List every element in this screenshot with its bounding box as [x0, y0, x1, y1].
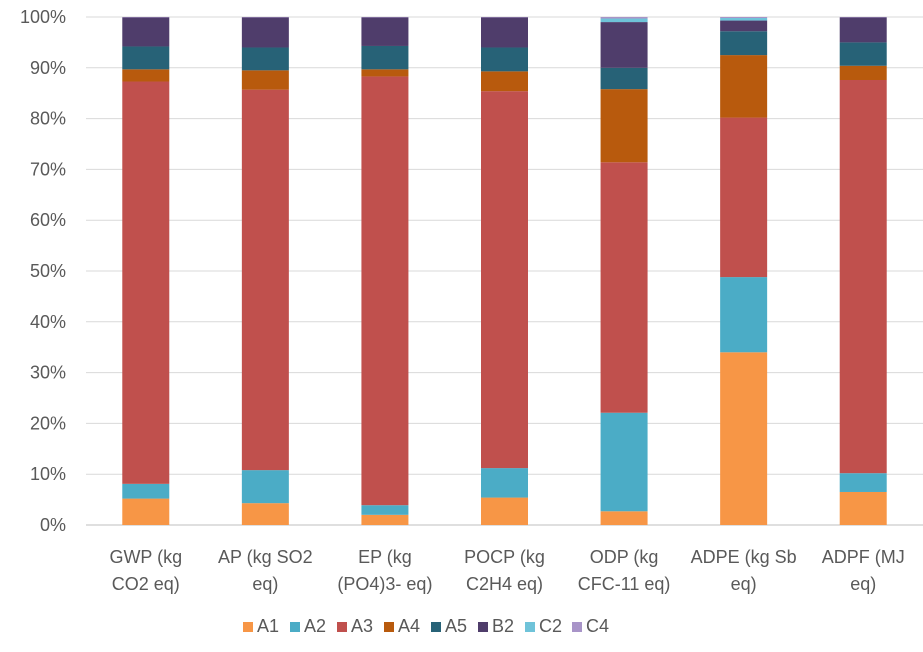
x-category-label: POCP (kg	[464, 547, 545, 567]
bar-segment-a1	[481, 497, 528, 525]
bar-segment-c2	[720, 18, 768, 21]
y-tick-label: 80%	[30, 109, 66, 129]
bar-segment-a2	[839, 473, 887, 492]
legend-label: B2	[492, 616, 514, 636]
bar-segment-a5	[600, 67, 648, 90]
bar-segment-a4	[241, 70, 289, 90]
bar-segment-a3	[839, 79, 887, 474]
x-category-label: eq)	[252, 574, 278, 594]
legend-swatch-a2	[290, 622, 300, 632]
bar-segment-a4	[600, 89, 648, 163]
bar-segment-a2	[720, 277, 768, 353]
bar-segment-a1	[600, 511, 648, 525]
bar-segment-a3	[122, 81, 170, 484]
legend-swatch-b2	[478, 622, 488, 632]
x-category-label: ADPF (MJ	[822, 547, 905, 567]
bar-segment-a5	[839, 42, 887, 66]
legend-label: A5	[445, 616, 467, 636]
bar-segment-a1	[720, 352, 768, 525]
y-tick-label: 20%	[30, 413, 66, 433]
legend-swatch-a1	[243, 622, 253, 632]
legend-swatch-a3	[337, 622, 347, 632]
legend-label: A4	[398, 616, 420, 636]
legend-label: C2	[539, 616, 562, 636]
bar-segment-c4	[839, 17, 887, 18]
bar-segment-a3	[600, 162, 648, 413]
y-tick-label: 70%	[30, 159, 66, 179]
bar-segment-c4	[720, 17, 768, 19]
x-category-label: CFC-11 eq)	[578, 574, 671, 594]
bar-segment-a1	[839, 491, 887, 525]
bar-segment-a1	[241, 503, 289, 525]
bar-segment-a4	[361, 69, 409, 77]
bar-segment-b2	[481, 17, 528, 48]
bar-segment-c2	[600, 18, 648, 23]
legend-swatch-c4	[572, 622, 582, 632]
y-tick-label: 40%	[30, 312, 66, 332]
y-tick-label: 10%	[30, 464, 66, 484]
y-tick-label: 60%	[30, 210, 66, 230]
bar-segment-c4	[241, 17, 289, 18]
bar-segment-a1	[361, 514, 409, 525]
bar-segment-a4	[122, 69, 170, 82]
bar-segment-b2	[600, 22, 648, 68]
bar-segment-a1	[122, 498, 170, 525]
legend: A1 A2 A3 A4 A5 B2 C2 C4	[243, 616, 609, 636]
bar-segment-a2	[600, 412, 648, 512]
bar-segment-a5	[122, 46, 170, 70]
bar-segment-c4	[481, 17, 528, 18]
bar-segment-a3	[481, 91, 528, 469]
bar-segment-c4	[122, 17, 170, 18]
y-tick-label: 100%	[20, 7, 66, 27]
bar-segment-c4	[600, 17, 648, 19]
y-tick-label: 0%	[40, 515, 66, 535]
bar-segment-a4	[720, 55, 768, 118]
bar-segment-a5	[241, 47, 289, 71]
bar-segment-a5	[481, 47, 528, 72]
legend-label: A2	[304, 616, 326, 636]
x-category-label: ADPE (kg Sb	[691, 547, 797, 567]
x-category-label: eq)	[731, 574, 757, 594]
y-tick-label: 90%	[30, 58, 66, 78]
bar-segment-a3	[720, 117, 768, 278]
bar-segment-a4	[481, 71, 528, 92]
bar-segment-a2	[122, 483, 170, 499]
legend-swatch-a4	[384, 622, 394, 632]
bar-segment-a3	[361, 76, 409, 506]
legend-label: A3	[351, 616, 373, 636]
bar-segment-a5	[720, 31, 768, 56]
bar-segment-b2	[122, 17, 170, 47]
y-tick-label: 50%	[30, 261, 66, 281]
bar-segment-c4	[361, 17, 409, 18]
bar-segment-a3	[241, 89, 289, 471]
x-category-label: EP (kg	[358, 547, 412, 567]
bar-segment-a4	[839, 65, 887, 80]
x-category-label: GWP (kg	[109, 547, 182, 567]
legend-swatch-a5	[431, 622, 441, 632]
x-category-label: AP (kg SO2	[218, 547, 313, 567]
bar-segment-a2	[361, 505, 409, 515]
x-category-label: C2H4 eq)	[466, 574, 543, 594]
legend-label: A1	[257, 616, 279, 636]
bar-segment-a2	[481, 468, 528, 498]
bar-segment-b2	[839, 17, 887, 43]
x-category-label: (PO4)3- eq)	[337, 574, 432, 594]
x-category-label: CO2 eq)	[112, 574, 180, 594]
bar-segment-b2	[361, 17, 409, 46]
bars	[122, 17, 887, 525]
bar-segment-b2	[720, 20, 768, 32]
bar-segment-a5	[361, 45, 409, 70]
y-tick-label: 30%	[30, 363, 66, 383]
legend-swatch-c2	[525, 622, 535, 632]
x-category-label: ODP (kg	[590, 547, 659, 567]
x-category-label: eq)	[850, 574, 876, 594]
bar-segment-a2	[241, 470, 289, 504]
bar-segment-b2	[241, 17, 289, 48]
legend-label: C4	[586, 616, 609, 636]
